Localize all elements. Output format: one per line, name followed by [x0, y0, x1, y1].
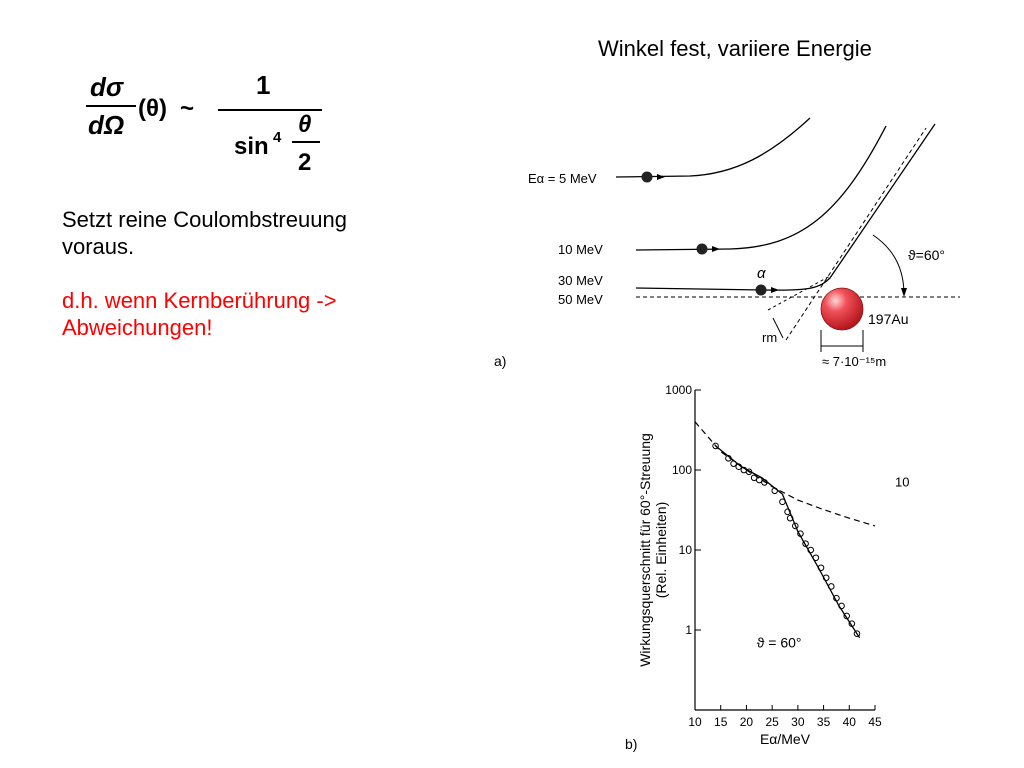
chart-plot-area: 1 10 100 1000 10 15 20 25 30 35 40 45: [665, 383, 882, 729]
x-tick-label: 35: [817, 715, 831, 729]
cross-section-formula: dσ dΩ (θ) ~ 1 sin 4 θ 2: [82, 66, 342, 196]
text-line-kernberuehrung: d.h. wenn Kernberührung ->: [62, 288, 337, 313]
cross-section-chart: 1 10 100 1000 10 15 20 25 30 35 40 45 Wirkungsquers…: [620, 375, 920, 765]
arrow-5mev: [657, 174, 665, 180]
alpha-particle-5mev: [641, 171, 653, 183]
x-tick-label: 30: [791, 715, 805, 729]
alpha-particle-30mev: [755, 284, 767, 296]
angle-arc-arrowhead: [901, 288, 907, 297]
closest-approach-line: [767, 275, 831, 311]
angle-arc: [872, 234, 905, 296]
trajectory-30mev: [635, 123, 936, 291]
body-text: Setzt reine Coulombstreuung voraus. d.h.…: [62, 206, 442, 341]
energy-label-5mev: Eα = 5 MeV: [528, 171, 597, 186]
trajectory-svg: Eα = 5 MeV 10 MeV 30 MeV 50 MeV α ϑ=60° …: [494, 117, 960, 369]
rm-label: rm: [762, 330, 777, 345]
formula-exponent: 4: [273, 129, 282, 146]
x-tick-label: 15: [714, 715, 728, 729]
trajectory-10mev: [635, 125, 887, 251]
data-point: [755, 476, 763, 484]
formula-two: 2: [298, 149, 311, 176]
slide-title: Winkel fest, variiere Energie: [598, 36, 872, 61]
y-tick-label: 1: [685, 623, 692, 637]
trajectory-figure: Eα = 5 MeV 10 MeV 30 MeV 50 MeV α ϑ=60° …: [490, 110, 970, 380]
chart-svg: 1 10 100 1000 10 15 20 25 30 35 40 45 Wirkungsquers…: [625, 383, 909, 752]
formula-svg: dσ dΩ (θ) ~ 1 sin 4 θ 2: [86, 70, 322, 176]
trajectory-5mev: [615, 117, 811, 178]
rm-marker: [772, 317, 784, 339]
chart-annotation: ϑ = 60°: [757, 635, 802, 651]
formula-theta: θ: [298, 111, 311, 138]
rutherford-curve-dashed: [694, 421, 876, 527]
x-tick-label: 10: [688, 715, 702, 729]
panel-label-b: b): [625, 736, 637, 752]
formula-lhs-argument: (θ): [138, 95, 167, 122]
y-tick-label: 10: [679, 543, 693, 557]
gold-nucleus: [820, 287, 864, 331]
chart-ylabel-line1: Wirkungsquerschnitt für 60°-Streuung: [637, 433, 653, 667]
alpha-particle-10mev: [696, 243, 708, 255]
chart-ylabel-line2: (Rel. Einheiten): [653, 502, 669, 599]
chart-xlabel: Eα/MeV: [760, 731, 811, 747]
energy-label-30mev: 30 MeV: [558, 273, 603, 288]
stray-tick-label: 10: [895, 474, 909, 489]
text-gap: [62, 260, 442, 287]
energy-label-10mev: 10 MeV: [558, 242, 603, 257]
energy-label-50mev: 50 MeV: [558, 292, 603, 307]
fit-curve-solid: [715, 445, 861, 639]
y-tick-label: 1000: [665, 383, 692, 397]
x-tick-label: 25: [765, 715, 779, 729]
formula-relation: ~: [180, 95, 194, 122]
formula-rhs-numerator: 1: [256, 70, 270, 100]
angle-label: ϑ=60°: [908, 247, 945, 263]
x-tick-label: 45: [868, 715, 882, 729]
arrow-10mev: [712, 246, 720, 252]
formula-lhs-denominator: dΩ: [88, 110, 124, 140]
formula-lhs-numerator: dσ: [90, 72, 125, 102]
text-line-coulomb: Setzt reine Coulombstreuung: [62, 207, 347, 232]
size-label: ≈ 7·10⁻¹⁵m: [822, 354, 886, 369]
text-line-abweichungen: Abweichungen!: [62, 315, 213, 340]
text-line-voraus: voraus.: [62, 234, 135, 259]
x-tick-label: 40: [843, 715, 857, 729]
x-tick-label: 20: [740, 715, 754, 729]
arrow-30mev: [771, 287, 779, 293]
nucleus-label: 197Au: [868, 311, 908, 327]
panel-label-a: a): [494, 353, 506, 369]
asymptote-dashed: [785, 127, 927, 341]
formula-sin: sin: [234, 133, 269, 160]
alpha-label: α: [757, 265, 766, 282]
y-tick-label: 100: [672, 463, 692, 477]
